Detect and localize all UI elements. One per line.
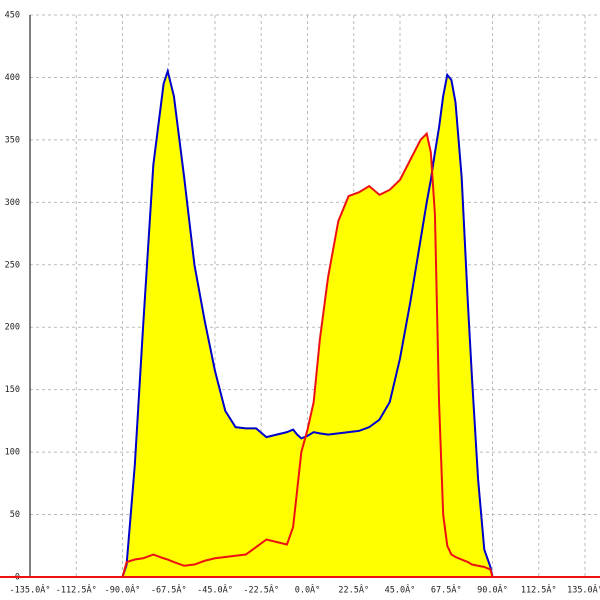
x-tick-label: 45.0Â°	[385, 584, 416, 596]
x-tick-label: -45.0Â°	[197, 584, 233, 596]
x-tick-label: -112.5Â°	[56, 584, 97, 596]
y-tick-label: 300	[5, 198, 20, 208]
y-tick-label: 150	[5, 385, 20, 395]
series-line	[121, 67, 494, 578]
area-fill	[122, 133, 493, 577]
y-tick-label: 100	[5, 448, 20, 458]
series-line	[121, 131, 494, 578]
y-tick-label: 400	[5, 73, 20, 83]
x-tick-label: -90.0Â°	[105, 584, 141, 596]
y-tick-label: 450	[5, 11, 20, 21]
x-tick-label: 22.5Â°	[338, 584, 369, 596]
x-tick-label: -22.5Â°	[243, 584, 279, 596]
x-tick-label: 112.5Â°	[521, 584, 557, 596]
x-tick-label: 135.0Â°	[567, 584, 600, 596]
y-tick-label: 200	[5, 323, 20, 333]
x-tick-label: 0.0Â°	[295, 584, 321, 596]
x-tick-label: 90.0Â°	[477, 584, 508, 596]
x-tick-label: -135.0Â°	[10, 584, 51, 596]
y-tick-label: 50	[10, 510, 20, 520]
x-tick-label: -67.5Â°	[151, 584, 187, 596]
y-tick-label: 350	[5, 135, 20, 145]
y-tick-label: 250	[5, 260, 20, 270]
x-tick-label: 67.5Â°	[431, 584, 462, 596]
